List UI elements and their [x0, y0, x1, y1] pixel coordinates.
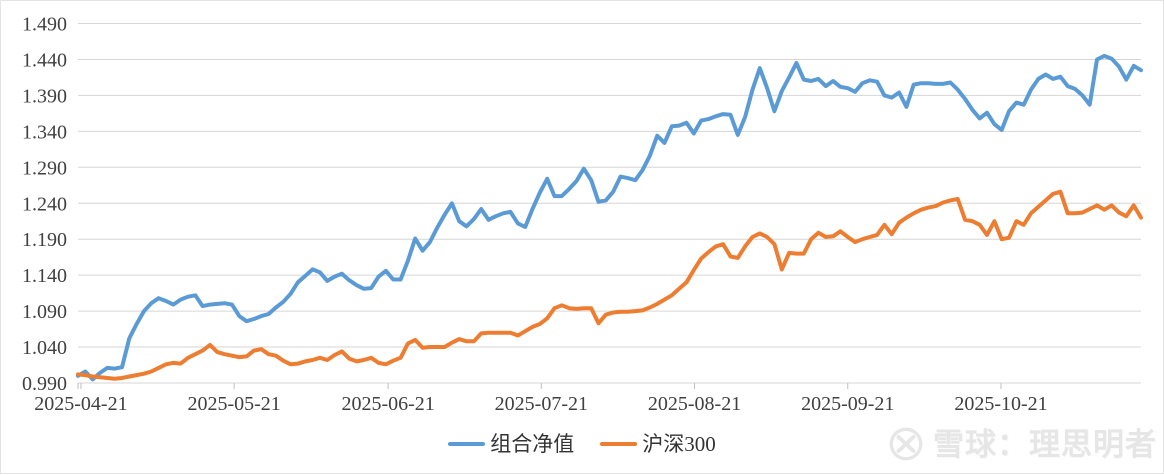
x-axis-label: 2025-06-21	[341, 393, 434, 415]
csi300-series-label: 沪深300	[642, 431, 716, 456]
x-axis-label: 2025-08-21	[648, 393, 741, 415]
y-axis-label: 1.090	[22, 301, 67, 323]
y-axis-label: 1.190	[22, 229, 67, 251]
y-axis-label: 1.240	[22, 193, 67, 215]
y-axis-label: 0.990	[22, 373, 67, 395]
csi300-series-swatch	[600, 441, 638, 447]
y-axis-label: 1.390	[22, 85, 67, 107]
y-axis-label: 1.290	[22, 157, 67, 179]
csi300-index-line	[76, 189, 1143, 381]
y-axis-label: 1.340	[22, 121, 67, 143]
y-axis-label: 1.140	[22, 265, 67, 287]
portfolio-net-value-line	[76, 53, 1143, 382]
y-axis-label: 1.490	[22, 14, 67, 36]
x-axis-label: 2025-07-21	[495, 393, 588, 415]
x-axis-label: 2025-04-21	[34, 393, 127, 415]
x-axis-label: 2025-05-21	[187, 393, 280, 415]
x-axis-label: 2025-10-21	[954, 393, 1047, 415]
legend-item-csi300: 沪深300	[600, 431, 716, 456]
portfolio-series-label: 组合净值	[490, 431, 575, 456]
portfolio-series-swatch	[448, 441, 486, 447]
y-axis-label: 1.440	[22, 49, 67, 71]
legend-item-portfolio: 组合净值	[448, 431, 575, 456]
chart-legend: 组合净值 沪深300	[1, 431, 1163, 457]
y-axis-label: 1.040	[22, 337, 67, 359]
x-axis-label: 2025-09-21	[801, 393, 894, 415]
